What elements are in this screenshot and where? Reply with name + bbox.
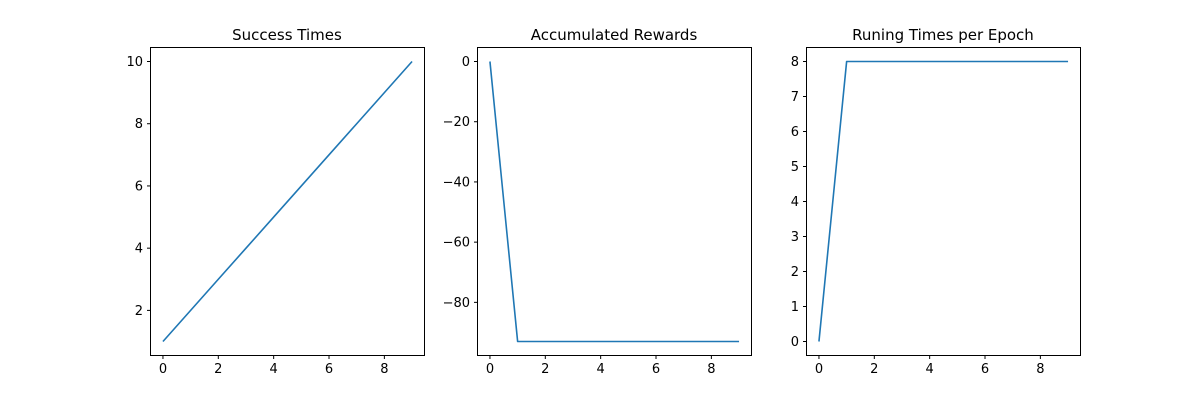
axes-frame bbox=[806, 47, 1081, 356]
x-tick-label: 2 bbox=[541, 362, 549, 377]
plot-area: 0 2 4 6 8 0 −20 −40 −60 −80 bbox=[443, 55, 740, 377]
y-tick-label: 7 bbox=[791, 90, 799, 105]
x-tick-label: 8 bbox=[1036, 362, 1044, 377]
y-tick-label: 1 bbox=[791, 300, 799, 315]
x-tick-label: 2 bbox=[870, 362, 878, 377]
chart-panel-accumulated-rewards: Accumulated Rewards 0 2 4 6 8 0 −20 −40 −60 −80 bbox=[443, 26, 752, 377]
x-tick-label: 0 bbox=[486, 362, 494, 377]
x-tick-label: 8 bbox=[380, 362, 388, 377]
chart-panel-runing-times-per-epoch: Runing Times per Epoch 0 2 4 6 8 0 1 2 3 4 5 6 7 8 bbox=[791, 26, 1081, 377]
y-tick-label: 4 bbox=[135, 242, 143, 257]
y-tick-label: 2 bbox=[135, 304, 143, 319]
y-tick-label: 6 bbox=[791, 125, 799, 140]
x-tick-label: 6 bbox=[652, 362, 660, 377]
chart-title: Success Times bbox=[232, 26, 342, 44]
y-tick-label: 6 bbox=[135, 179, 143, 194]
y-tick-label: 3 bbox=[791, 230, 799, 245]
chart-title: Runing Times per Epoch bbox=[852, 26, 1034, 44]
y-tick-label: 8 bbox=[135, 117, 143, 132]
y-tick-label: 10 bbox=[126, 55, 143, 70]
series-line bbox=[818, 60, 1069, 342]
y-tick-label: −20 bbox=[443, 115, 470, 130]
x-tick-label: 0 bbox=[159, 362, 167, 377]
y-tick-label: −80 bbox=[443, 296, 470, 311]
y-tick-label: 8 bbox=[791, 55, 799, 70]
chart-panel-success-times: Success Times 0 2 4 6 8 2 4 6 8 10 bbox=[126, 26, 425, 377]
x-tick-label: 6 bbox=[325, 362, 333, 377]
x-tick-label: 4 bbox=[270, 362, 278, 377]
y-tick-label: 0 bbox=[462, 55, 470, 70]
y-tick-label: 5 bbox=[791, 160, 799, 175]
series-line bbox=[162, 60, 413, 343]
y-tick-label: −40 bbox=[443, 175, 470, 190]
y-tick-label: 4 bbox=[791, 195, 799, 210]
chart-title: Accumulated Rewards bbox=[531, 26, 698, 44]
y-tick-label: −60 bbox=[443, 236, 470, 251]
plot-area: 0 2 4 6 8 2 4 6 8 10 bbox=[126, 55, 413, 377]
axes-frame bbox=[150, 47, 425, 356]
y-tick-label: 2 bbox=[791, 265, 799, 280]
x-tick-label: 4 bbox=[926, 362, 934, 377]
x-tick-label: 2 bbox=[214, 362, 222, 377]
axes-frame bbox=[477, 47, 752, 356]
plot-area: 0 2 4 6 8 0 1 2 3 4 5 6 7 8 bbox=[791, 55, 1069, 377]
x-tick-label: 0 bbox=[815, 362, 823, 377]
x-tick-label: 8 bbox=[707, 362, 715, 377]
y-tick-label: 0 bbox=[791, 335, 799, 350]
x-tick-label: 6 bbox=[981, 362, 989, 377]
series-line bbox=[489, 61, 740, 343]
x-tick-label: 4 bbox=[597, 362, 605, 377]
